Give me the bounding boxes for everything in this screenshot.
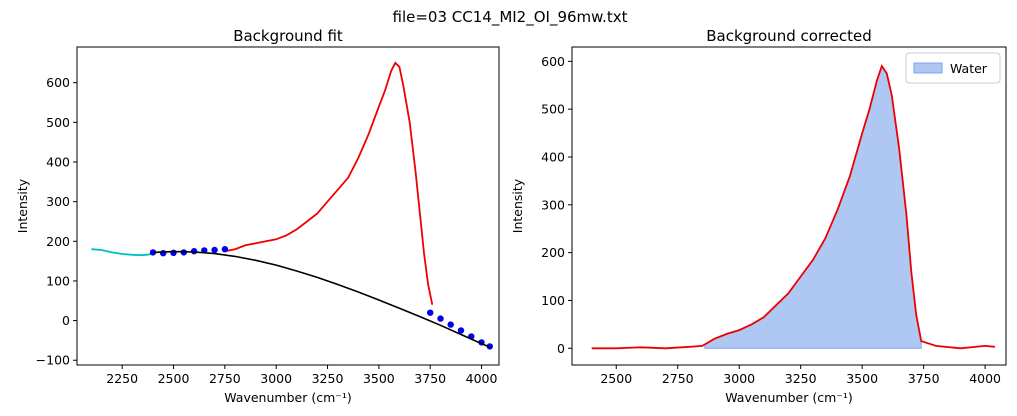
panel-title: Background corrected [706, 27, 872, 45]
y-tick-label: −100 [36, 353, 70, 368]
y-tick-label: 600 [541, 54, 565, 69]
x-tick-label: 3000 [723, 371, 755, 386]
x-tick-label: 3250 [785, 371, 817, 386]
x-tick-label: 3500 [846, 371, 878, 386]
x-tick-label: 4000 [969, 371, 1001, 386]
background-point [437, 315, 444, 322]
y-tick-label: 400 [541, 149, 565, 164]
figure-title: file=03 CC14_MI2_OI_96mw.txt [393, 8, 628, 27]
background-point [457, 327, 465, 334]
x-tick-label: 3250 [312, 371, 344, 386]
plot-area [591, 64, 995, 350]
water-area [704, 64, 922, 349]
legend-label-water: Water [950, 61, 988, 76]
background-fit-line [152, 250, 491, 348]
y-tick-label: 100 [46, 273, 70, 288]
x-tick-label: 4000 [466, 371, 498, 386]
x-tick-label: 3500 [363, 371, 395, 386]
y-tick-label: 0 [557, 341, 565, 356]
y-tick-label: 500 [541, 102, 565, 117]
x-tick-label: 3750 [908, 371, 940, 386]
y-axis-label: Intensity [15, 178, 30, 233]
axes-frame [571, 46, 1007, 366]
background-point [221, 246, 229, 253]
y-tick-label: 300 [541, 197, 565, 212]
background-point [211, 246, 218, 254]
raw-spectrum-line [224, 61, 434, 305]
background-point [160, 250, 167, 257]
y-tick-label: 500 [46, 115, 70, 130]
panel-title: Background fit [233, 27, 343, 45]
y-tick-label: 200 [46, 234, 70, 249]
y-tick-label: 300 [46, 194, 70, 209]
background-point [170, 249, 177, 256]
x-tick-label: 2500 [600, 371, 632, 386]
x-axis-label: Wavenumber (cm⁻¹) [224, 390, 351, 405]
legend: Water [905, 52, 1001, 84]
legend-swatch-water [913, 62, 943, 74]
axes-frame [76, 46, 500, 366]
x-tick-label: 2500 [158, 371, 190, 386]
background-region-line [91, 248, 154, 257]
x-tick-label: 3000 [260, 371, 292, 386]
y-tick-label: 100 [541, 293, 565, 308]
y-tick-label: 200 [541, 245, 565, 260]
background-point [447, 321, 454, 328]
corrected-spectrum-line [591, 64, 995, 350]
plot-area [91, 61, 493, 350]
y-tick-label: 0 [62, 313, 70, 328]
x-tick-label: 3750 [414, 371, 446, 386]
x-tick-label: 2750 [209, 371, 241, 386]
y-tick-label: 600 [46, 75, 70, 90]
y-tick-label: 400 [46, 154, 70, 169]
y-axis-label: Intensity [510, 178, 525, 233]
x-axis-label: Wavenumber (cm⁻¹) [725, 390, 852, 405]
background-point [427, 309, 434, 316]
x-tick-label: 2750 [662, 371, 694, 386]
x-tick-label: 2250 [106, 371, 138, 386]
